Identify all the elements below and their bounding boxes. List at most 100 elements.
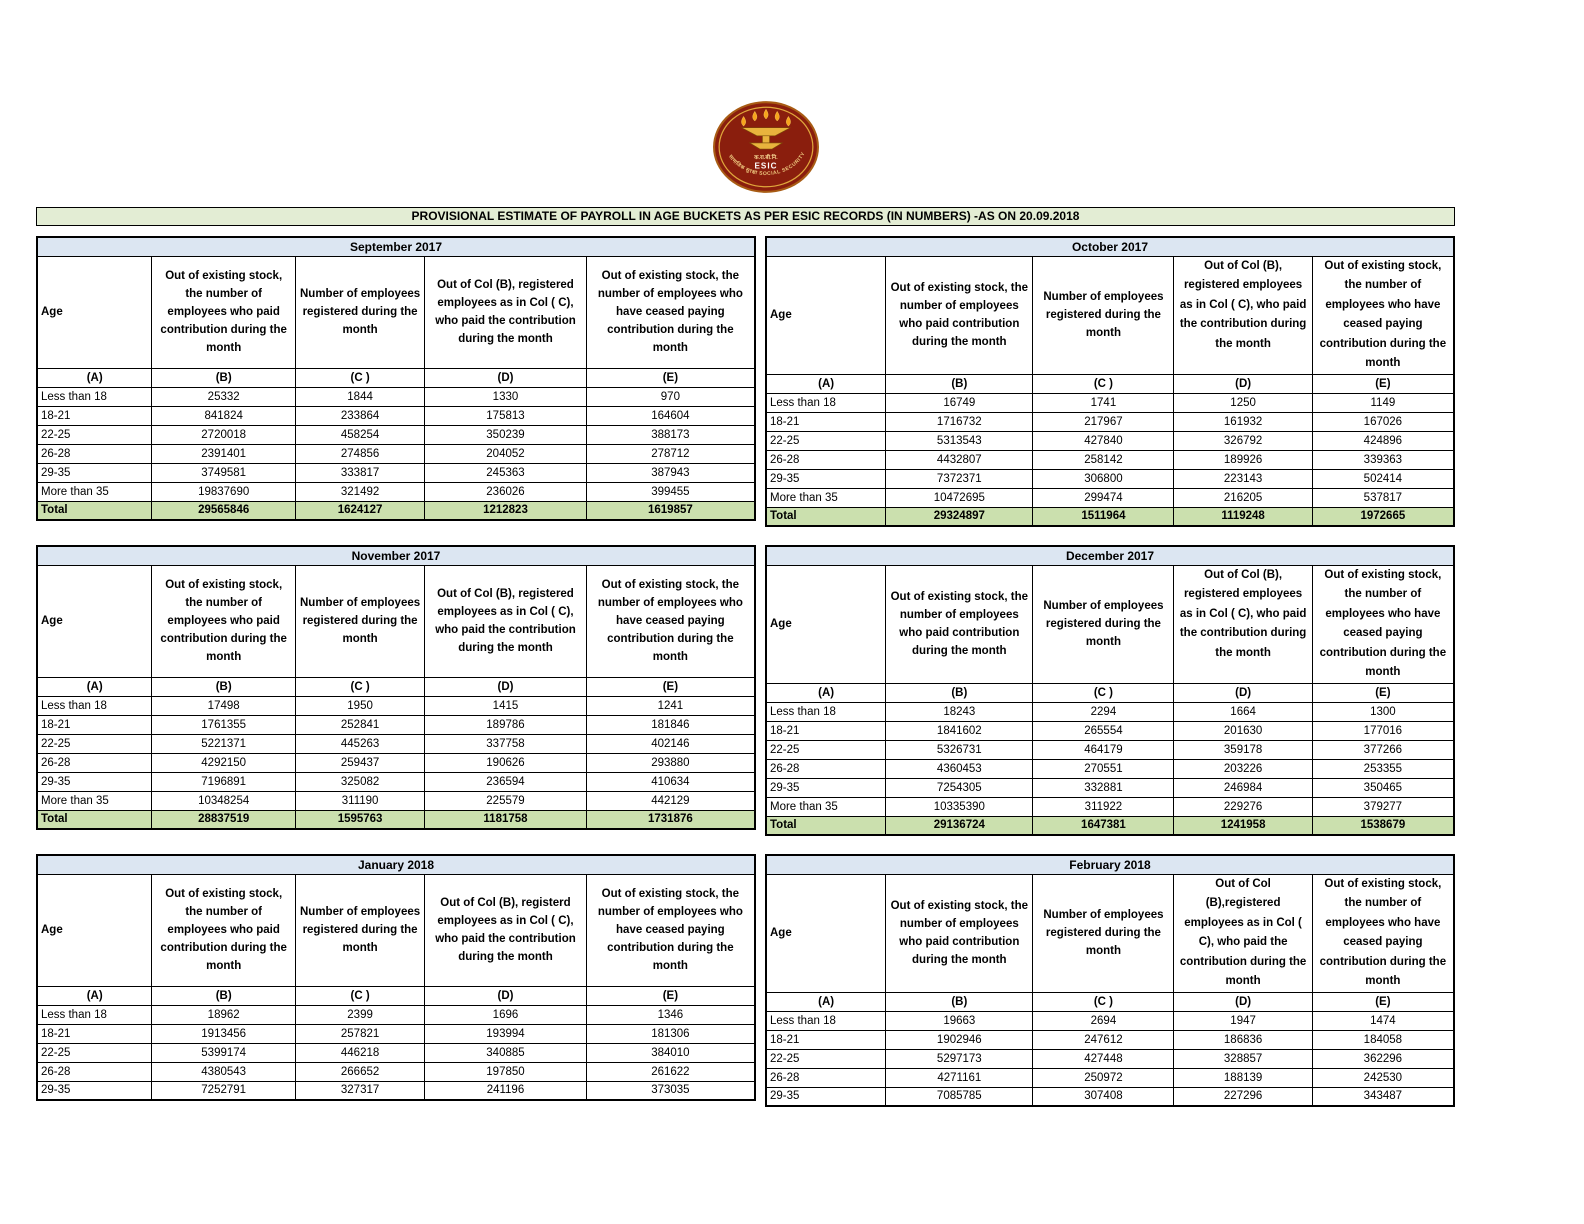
col-header-b: Out of existing stock, the number of emp… [885, 255, 1034, 375]
total-row: Total 29324897 1511964 1119248 1972665 [765, 506, 1455, 527]
value-cell: 427448 [1032, 1048, 1175, 1069]
value-cell: 242530 [1311, 1067, 1455, 1088]
col-header-c: Number of employees registered during th… [1032, 564, 1175, 684]
value-cell: 1474 [1311, 1010, 1455, 1031]
value-cell: 25332 [151, 386, 296, 407]
col-header-b: Out of existing stock, the number of emp… [151, 255, 296, 369]
column-header-row: Age Out of existing stock, the number of… [765, 564, 1455, 684]
age-cell: 18-21 [765, 1029, 887, 1050]
column-letter-row: (A) (B) (C ) (D) (E) [36, 367, 756, 388]
report-title: PROVISIONAL ESTIMATE OF PAYROLL IN AGE B… [36, 207, 1455, 226]
col-header-age: Age [36, 873, 153, 987]
table-row: 26-28 2391401 274856 204052 278712 [36, 443, 756, 464]
value-cell: 188139 [1173, 1067, 1313, 1088]
value-cell: 445263 [294, 733, 426, 754]
value-cell: 274856 [294, 443, 426, 464]
letter-cell: (B) [151, 676, 296, 697]
letter-cell: (C ) [1032, 682, 1175, 703]
payroll-data-table: November 2017 Age Out of existing stock,… [36, 545, 756, 830]
age-cell: 26-28 [36, 752, 153, 773]
col-header-d: Out of Col (B), registered employees as … [424, 255, 587, 369]
col-header-e: Out of existing stock, the number of emp… [1311, 255, 1455, 375]
value-cell: 229276 [1173, 796, 1313, 817]
value-cell: 189926 [1173, 449, 1313, 470]
value-cell: 1716732 [885, 411, 1034, 432]
value-cell: 410634 [585, 771, 756, 792]
age-cell: Less than 18 [36, 695, 153, 716]
value-cell: 1841602 [885, 720, 1034, 741]
lamp-flames-icon [741, 109, 791, 127]
total-value-cell: 1241958 [1173, 815, 1313, 836]
month-title: November 2017 [36, 545, 756, 566]
letter-cell: (B) [151, 985, 296, 1006]
value-cell: 311190 [294, 790, 426, 811]
total-value-cell: 29324897 [885, 506, 1034, 527]
value-cell: 5221371 [151, 733, 296, 754]
value-cell: 446218 [294, 1042, 426, 1063]
total-value-cell: 1212823 [424, 500, 587, 521]
table-row: Less than 18 17498 1950 1415 1241 [36, 695, 756, 716]
month-table: September 2017 Age Out of existing stock… [36, 236, 756, 521]
letter-cell: (D) [424, 985, 587, 1006]
value-cell: 326792 [1173, 430, 1313, 451]
month-header-row: October 2017 [765, 236, 1455, 257]
value-cell: 359178 [1173, 739, 1313, 760]
value-cell: 402146 [585, 733, 756, 754]
value-cell: 164604 [585, 405, 756, 426]
value-cell: 337758 [424, 733, 587, 754]
month-table: December 2017 Age Out of existing stock,… [765, 545, 1455, 836]
value-cell: 10472695 [885, 487, 1034, 508]
letter-cell: (C ) [1032, 991, 1175, 1012]
age-cell: 18-21 [36, 405, 153, 426]
oil-lamp-icon [741, 127, 791, 150]
table-row: 18-21 841824 233864 175813 164604 [36, 405, 756, 426]
letter-cell: (C ) [294, 985, 426, 1006]
value-cell: 1664 [1173, 701, 1313, 722]
value-cell: 2399 [294, 1004, 426, 1025]
table-row: 26-28 4360453 270551 203226 253355 [765, 758, 1455, 779]
letter-cell: (B) [151, 367, 296, 388]
col-header-b: Out of existing stock, the number of emp… [151, 564, 296, 678]
letter-cell: (A) [36, 985, 153, 1006]
letter-cell: (E) [1311, 991, 1455, 1012]
col-header-d: Out of Col (B), registered employees as … [1173, 255, 1313, 375]
table-row: 29-35 7254305 332881 246984 350465 [765, 777, 1455, 798]
value-cell: 340885 [424, 1042, 587, 1063]
value-cell: 321492 [294, 481, 426, 502]
age-cell: Less than 18 [36, 1004, 153, 1025]
letter-cell: (A) [36, 676, 153, 697]
value-cell: 193994 [424, 1023, 587, 1044]
col-header-c: Number of employees registered during th… [1032, 873, 1175, 993]
value-cell: 7085785 [885, 1086, 1034, 1107]
col-header-age: Age [36, 564, 153, 678]
value-cell: 1696 [424, 1004, 587, 1025]
value-cell: 1241 [585, 695, 756, 716]
column-header-row: Age Out of existing stock, the number of… [36, 255, 756, 369]
value-cell: 246984 [1173, 777, 1313, 798]
letter-cell: (E) [585, 676, 756, 697]
value-cell: 343487 [1311, 1086, 1455, 1107]
value-cell: 458254 [294, 424, 426, 445]
total-value-cell: 1624127 [294, 500, 426, 521]
col-header-c: Number of employees registered during th… [294, 255, 426, 369]
esic-logo: क.रा.बी.नि. ESIC सामाजिक सुरक्षा SOCIAL … [713, 101, 819, 193]
value-cell: 10335390 [885, 796, 1034, 817]
value-cell: 261622 [585, 1061, 756, 1082]
value-cell: 4292150 [151, 752, 296, 773]
value-cell: 7372371 [885, 468, 1034, 489]
value-cell: 293880 [585, 752, 756, 773]
table-row: More than 35 10348254 311190 225579 442129 [36, 790, 756, 811]
age-cell: Less than 18 [765, 701, 887, 722]
table-row: 26-28 4432807 258142 189926 339363 [765, 449, 1455, 470]
total-value-cell: 28837519 [151, 809, 296, 830]
value-cell: 332881 [1032, 777, 1175, 798]
age-cell: 26-28 [765, 1067, 887, 1088]
age-cell: 22-25 [36, 1042, 153, 1063]
value-cell: 278712 [585, 443, 756, 464]
value-cell: 16749 [885, 392, 1034, 413]
column-header-row: Age Out of existing stock, the number of… [765, 873, 1455, 993]
col-header-d: Out of Col (B),registered employees as i… [1173, 873, 1313, 993]
age-cell: 22-25 [765, 739, 887, 760]
value-cell: 328857 [1173, 1048, 1313, 1069]
payroll-data-table: February 2018 Age Out of existing stock,… [765, 854, 1455, 1107]
